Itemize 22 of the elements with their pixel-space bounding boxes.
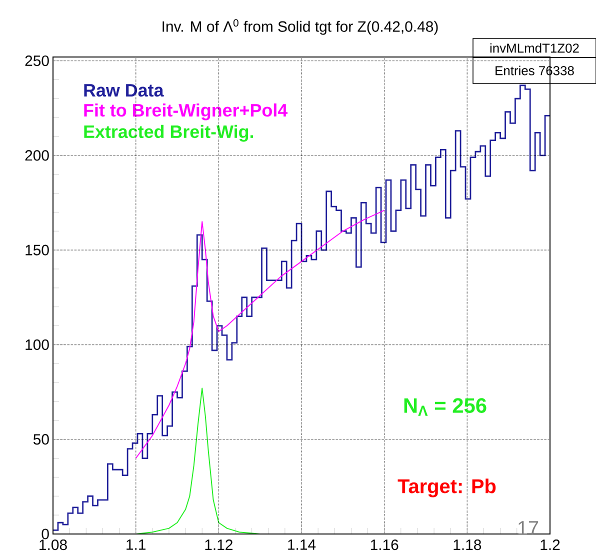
- x-tick-label: 1.14: [288, 540, 316, 550]
- annotation: Target: Pb: [398, 478, 496, 498]
- x-tick-label: 1.16: [370, 540, 398, 550]
- y-tick-label: 250: [25, 55, 49, 66]
- text: Fit to Breit-Wigner+Pol4: [84, 103, 288, 120]
- y-tick-label: 50: [33, 434, 49, 445]
- text: Extracted Breit-Wig.: [84, 124, 254, 142]
- y-tick-label: 200: [25, 150, 49, 161]
- x-tick-label: 1.18: [454, 540, 482, 550]
- x-tick-label: 1.08: [40, 540, 67, 550]
- chart-title: Inv. M of Λ$^{0}$ from Solid tgt for Z(0.42,0.48): [162, 19, 438, 35]
- x-tick-label: 1.1: [126, 540, 146, 550]
- y-tick-label: 0: [42, 528, 49, 540]
- x-tick-label: 1.2: [540, 540, 560, 550]
- text: invMLmdT1Z02: [490, 43, 579, 53]
- y-tick-label: 100: [26, 339, 49, 350]
- y-tick-label: 150: [26, 244, 49, 256]
- annotation: 17: [518, 521, 538, 535]
- x-tick-label: 1.12: [205, 540, 232, 550]
- line-series: [135, 210, 385, 459]
- annotation: N$_{Λ}$ = 256: [404, 398, 486, 416]
- text: Raw Data: [84, 84, 164, 97]
